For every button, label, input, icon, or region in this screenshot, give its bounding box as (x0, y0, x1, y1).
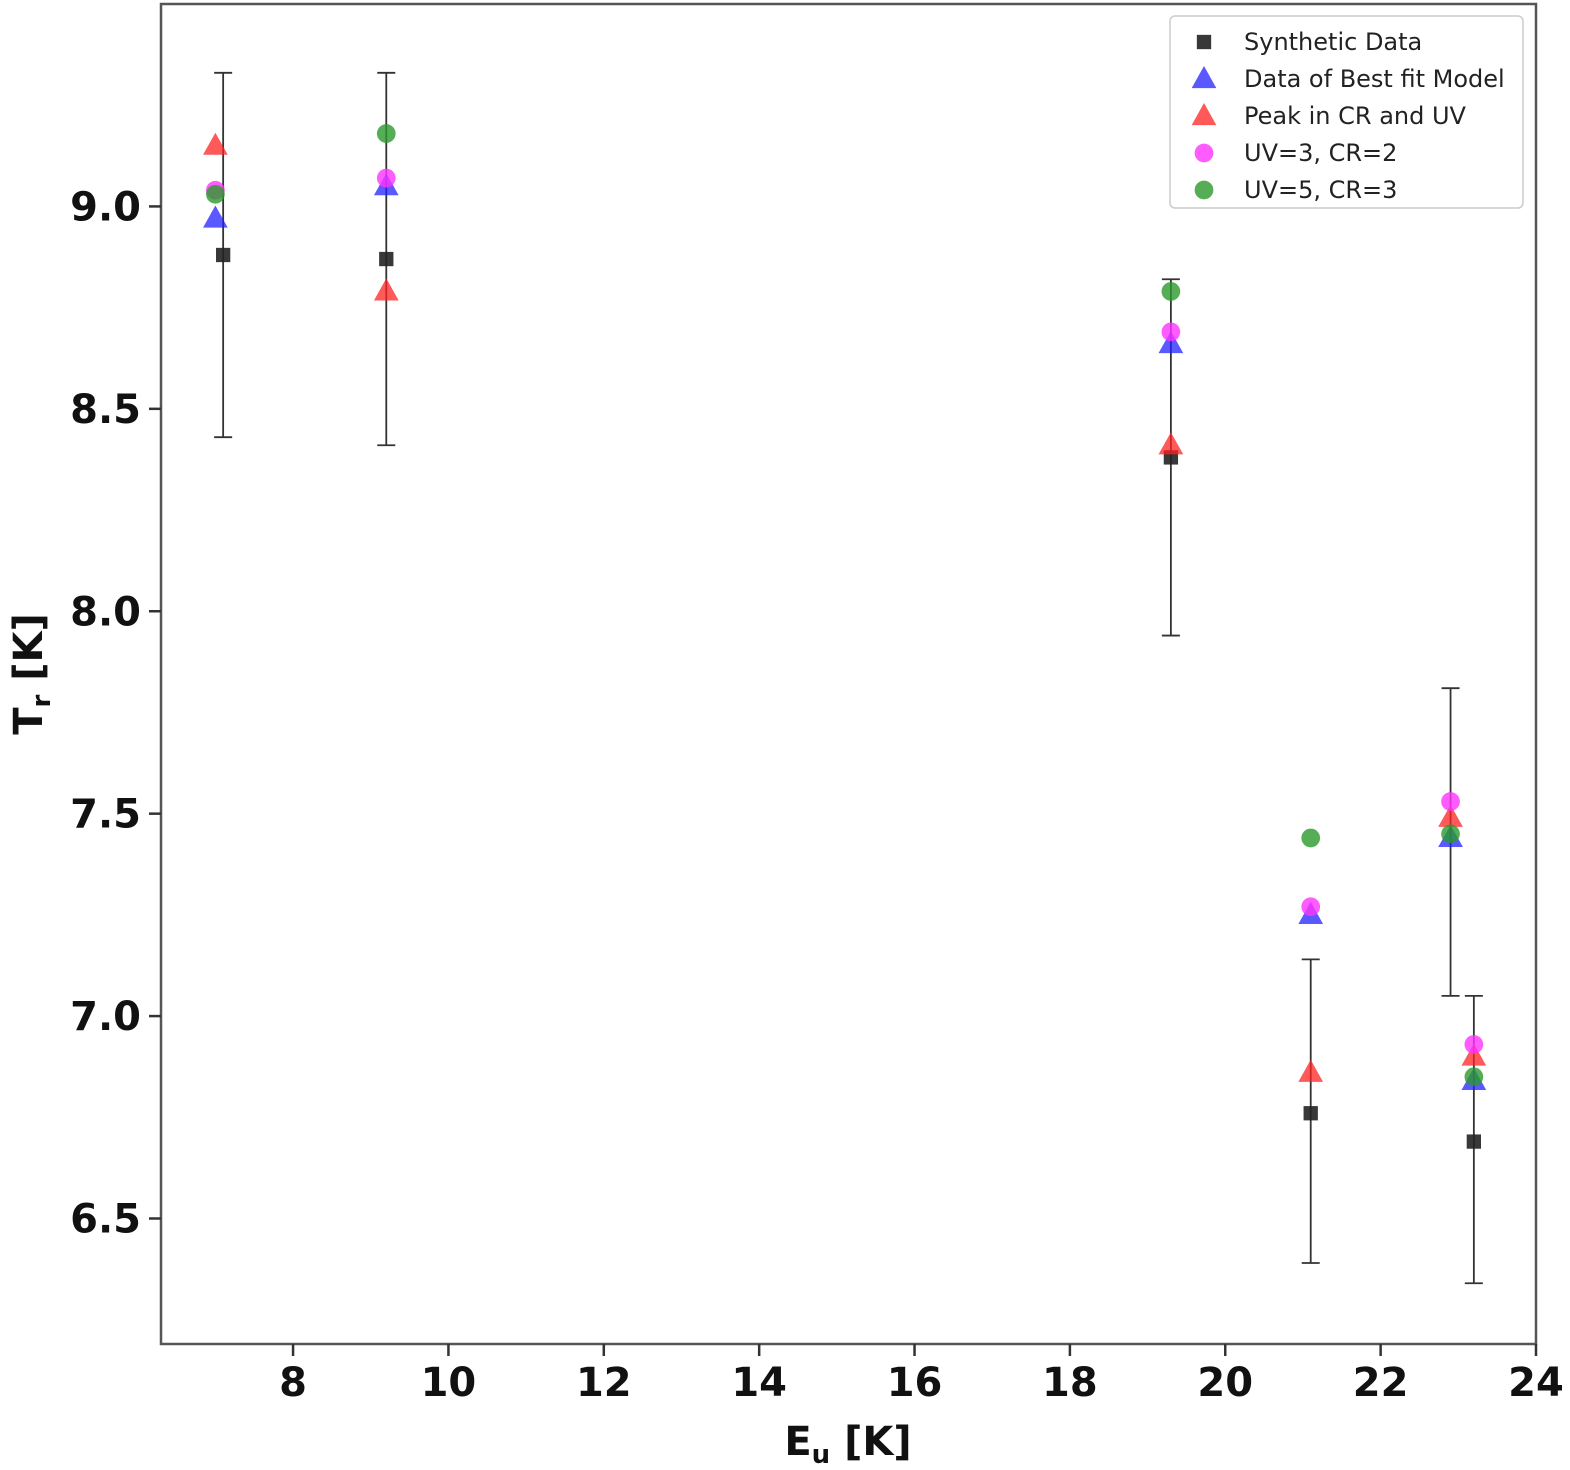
x-tick-label: 12 (576, 1360, 632, 1406)
legend-marker (1194, 143, 1214, 163)
data-point (1441, 792, 1460, 811)
legend-entries: Synthetic Data Data of Best fit Model Peak… (1191, 28, 1505, 204)
y-tick-label: 7.5 (70, 792, 141, 838)
legend-entry: Peak in CR and UV (1191, 102, 1467, 130)
x-tick-label: 18 (1042, 1360, 1098, 1406)
x-tick-label: 16 (887, 1360, 943, 1406)
legend-marker (1194, 180, 1214, 200)
legend-marker (1196, 34, 1212, 50)
data-point (1464, 1067, 1484, 1087)
data-point (1158, 432, 1184, 455)
data-point (1461, 1043, 1487, 1066)
data-point (1464, 1035, 1484, 1054)
data-point (1161, 322, 1181, 342)
x-tick-label: 14 (731, 1360, 787, 1406)
data-point (1441, 824, 1460, 844)
legend-label: UV=3, CR=2 (1244, 139, 1397, 167)
data-point (206, 184, 225, 204)
data-point (1301, 828, 1321, 848)
data-point (376, 168, 396, 188)
legend-label: Synthetic Data (1244, 28, 1422, 56)
y-axis-label: Tr [K] (6, 613, 57, 735)
data-point (379, 251, 394, 267)
legend-label: Data of Best fit Model (1244, 65, 1505, 93)
x-tick-label: 8 (279, 1360, 307, 1406)
data-point (215, 247, 231, 263)
series-5 (206, 124, 1484, 1087)
legend-entry: Data of Best fit Model (1191, 65, 1505, 93)
y-tick-label: 8.5 (70, 387, 141, 433)
data-point (376, 124, 396, 143)
data-point (373, 278, 399, 301)
data-point (1158, 331, 1184, 354)
legend: Synthetic Data Data of Best fit Model Peak… (1169, 15, 1524, 209)
legend-entry: UV=5, CR=3 (1194, 176, 1397, 204)
plot-area (159, 2, 1538, 1346)
data-point (1298, 1059, 1324, 1082)
series-4 (206, 168, 1484, 1054)
data-point (1303, 1106, 1318, 1121)
marker-layer (203, 124, 1487, 1149)
y-tick-label: 6.5 (70, 1197, 141, 1243)
legend-marker (1191, 66, 1217, 89)
legend-box (1169, 15, 1524, 209)
data-point (1301, 897, 1321, 917)
data-point (203, 205, 228, 228)
series-3 (203, 132, 1487, 1082)
y-tick-label: 7.0 (70, 994, 141, 1040)
legend-label: UV=5, CR=3 (1244, 176, 1397, 204)
x-tick-label: 22 (1353, 1360, 1409, 1406)
data-point (1466, 1134, 1482, 1149)
legend-entry: UV=3, CR=2 (1194, 139, 1397, 167)
x-tick-label: 20 (1197, 1360, 1253, 1406)
data-point (203, 132, 228, 155)
legend-marker (1191, 103, 1217, 126)
data-point (1438, 804, 1463, 827)
data-point (1161, 282, 1181, 301)
legend-label: Peak in CR and UV (1244, 102, 1467, 130)
x-axis-label: Eu [K] (784, 1419, 911, 1470)
x-tick-label: 10 (421, 1360, 477, 1406)
y-tick-label: 8.0 (70, 589, 141, 635)
y-axis-ticks: 6.5 7.0 7.5 8.0 8.5 9.0 (70, 184, 161, 1243)
y-tick-label: 9.0 (70, 184, 141, 230)
x-axis-ticks: 8 10 12 14 16 18 20 22 24 (279, 1344, 1564, 1406)
legend-entry: Synthetic Data (1196, 28, 1422, 56)
x-tick-label: 24 (1508, 1360, 1564, 1406)
